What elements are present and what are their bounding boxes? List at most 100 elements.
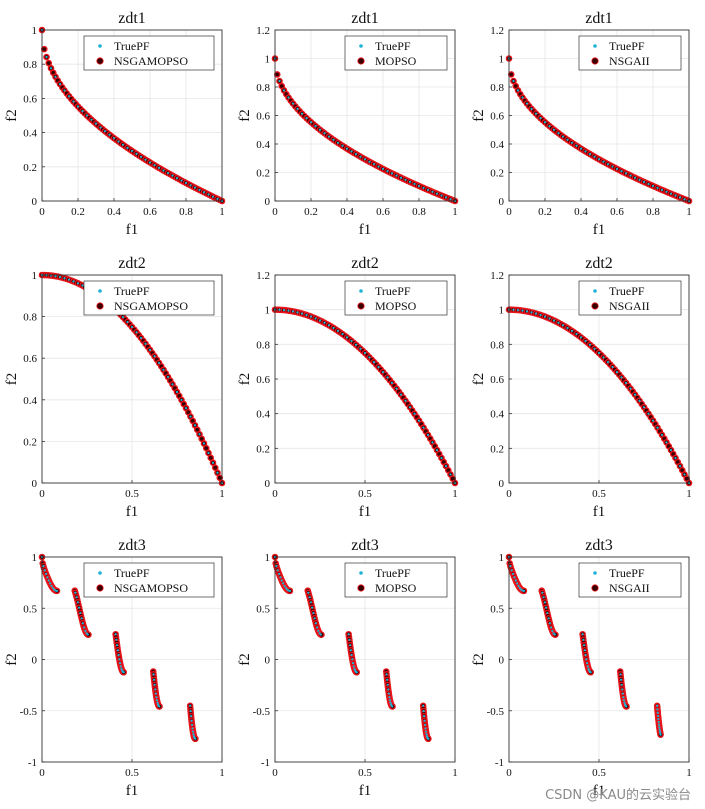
truepf-point <box>385 678 389 681</box>
y-tick-label: 1 <box>265 54 271 66</box>
y-tick-label: 0 <box>499 196 505 208</box>
x-tick-label: 0 <box>506 206 512 218</box>
truepf-point <box>593 155 596 158</box>
truepf-point <box>427 737 430 740</box>
y-tick-label: 0.6 <box>256 374 270 386</box>
truepf-point <box>440 194 443 197</box>
x-tick-label: 0.4 <box>107 206 121 218</box>
truepf-point <box>602 160 605 163</box>
y-axis-label: f2 <box>237 653 253 666</box>
y-tick-label: 0.5 <box>256 603 270 615</box>
x-axis-label: f1 <box>593 222 606 238</box>
truepf-point <box>296 311 299 314</box>
truepf-point <box>589 671 592 674</box>
y-tick-label: 1 <box>32 552 38 564</box>
truepf-point <box>674 456 677 460</box>
truepf-point <box>115 644 119 647</box>
x-axis-label: f1 <box>359 504 372 520</box>
truepf-point <box>561 135 565 138</box>
chart-title: zdt2 <box>351 255 379 272</box>
truepf-point <box>72 100 75 103</box>
truepf-point <box>318 319 322 322</box>
y-tick-label: 0.8 <box>256 82 270 94</box>
truepf-point <box>619 678 623 681</box>
legend-algorithm-marker <box>96 584 104 592</box>
y-tick-label: -0.5 <box>20 706 38 718</box>
x-tick-label: 0.2 <box>304 206 318 218</box>
truepf-point <box>660 188 664 191</box>
truepf-point <box>425 733 428 736</box>
truepf-point <box>311 606 314 609</box>
truepf-point <box>153 683 156 686</box>
truepf-point <box>647 412 650 415</box>
truepf-point <box>307 591 310 594</box>
legend-algorithm-marker <box>591 584 599 592</box>
truepf-point <box>543 315 547 318</box>
truepf-point <box>377 365 380 369</box>
truepf-point <box>530 107 533 110</box>
y-tick-label: 1 <box>499 305 505 317</box>
legend-truepf-marker <box>593 289 597 293</box>
truepf-point <box>385 673 388 676</box>
y-tick-label: 0.4 <box>23 128 37 140</box>
y-tick-label: 0.2 <box>490 168 504 180</box>
truepf-point <box>216 197 219 200</box>
truepf-point <box>275 564 278 568</box>
truepf-point <box>543 601 546 604</box>
truepf-point <box>642 180 646 184</box>
truepf-point <box>118 658 121 661</box>
legend-truepf-label: TruePF <box>609 566 645 580</box>
truepf-point <box>194 737 197 740</box>
x-tick-label: 0 <box>272 767 278 779</box>
truepf-point <box>386 683 389 686</box>
truepf-point <box>621 692 624 695</box>
truepf-point <box>189 710 192 713</box>
truepf-point <box>135 152 138 156</box>
y-tick-label: 0.4 <box>256 139 270 151</box>
truepf-point <box>309 121 313 124</box>
truepf-point <box>202 442 206 445</box>
y-tick-label: 0.2 <box>256 168 270 180</box>
truepf-point <box>139 336 143 340</box>
y-tick-label: 0.6 <box>256 111 270 123</box>
truepf-point <box>323 132 326 135</box>
truepf-point <box>621 688 624 691</box>
y-tick-label: 1.2 <box>256 270 270 282</box>
truepf-point <box>189 184 192 187</box>
truepf-point <box>516 309 520 312</box>
y-tick-label: -1 <box>495 757 504 769</box>
truepf-point <box>349 649 352 652</box>
chart-title: zdt3 <box>351 537 379 554</box>
truepf-point <box>549 626 553 629</box>
truepf-point <box>148 161 152 164</box>
truepf-point <box>551 629 554 633</box>
x-tick-label: 0 <box>39 488 45 500</box>
truepf-point <box>345 147 349 150</box>
truepf-point <box>155 699 159 702</box>
y-axis-label: f2 <box>237 109 253 122</box>
truepf-point <box>585 658 588 661</box>
truepf-point <box>99 126 102 129</box>
truepf-point <box>198 433 201 436</box>
truepf-point <box>426 188 430 191</box>
chart-title: zdt3 <box>118 537 146 554</box>
truepf-point <box>352 665 355 668</box>
truepf-point <box>408 406 412 409</box>
y-tick-label: 0.6 <box>23 93 37 105</box>
truepf-point <box>315 626 319 629</box>
truepf-point <box>422 426 425 429</box>
truepf-point <box>422 710 425 713</box>
truepf-point <box>539 313 542 317</box>
legend-truepf-marker <box>593 571 597 575</box>
x-tick-label: 0 <box>506 767 512 779</box>
legend-truepf-label: TruePF <box>375 284 411 298</box>
truepf-point <box>76 282 80 285</box>
truepf-point <box>184 181 188 185</box>
truepf-point <box>153 355 156 358</box>
x-axis-label: f1 <box>126 222 139 238</box>
truepf-point <box>377 165 380 168</box>
truepf-point <box>112 137 116 140</box>
x-tick-label: 1 <box>219 488 225 500</box>
truepf-point <box>587 667 590 670</box>
truepf-point <box>191 730 195 733</box>
